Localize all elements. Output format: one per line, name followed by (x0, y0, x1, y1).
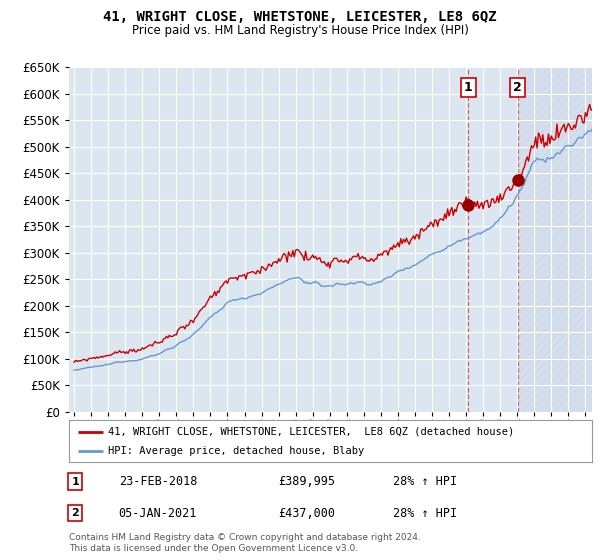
Text: £389,995: £389,995 (278, 475, 335, 488)
Text: 1: 1 (71, 477, 79, 487)
Text: Contains HM Land Registry data © Crown copyright and database right 2024.
This d: Contains HM Land Registry data © Crown c… (69, 533, 421, 553)
Text: 23-FEB-2018: 23-FEB-2018 (119, 475, 197, 488)
Text: 41, WRIGHT CLOSE, WHETSTONE, LEICESTER, LE8 6QZ: 41, WRIGHT CLOSE, WHETSTONE, LEICESTER, … (103, 10, 497, 24)
Bar (467, 67, 517, 412)
Text: 28% ↑ HPI: 28% ↑ HPI (394, 475, 458, 488)
Text: 2: 2 (71, 508, 79, 518)
Text: 28% ↑ HPI: 28% ↑ HPI (394, 506, 458, 520)
Text: £437,000: £437,000 (278, 506, 335, 520)
Text: 41, WRIGHT CLOSE, WHETSTONE, LEICESTER,  LE8 6QZ (detached house): 41, WRIGHT CLOSE, WHETSTONE, LEICESTER, … (108, 427, 514, 437)
Text: 05-JAN-2021: 05-JAN-2021 (119, 506, 197, 520)
Bar (517, 67, 592, 412)
Text: 2: 2 (513, 81, 522, 95)
Text: 1: 1 (464, 81, 473, 95)
Text: HPI: Average price, detached house, Blaby: HPI: Average price, detached house, Blab… (108, 446, 364, 456)
Text: Price paid vs. HM Land Registry's House Price Index (HPI): Price paid vs. HM Land Registry's House … (131, 24, 469, 36)
